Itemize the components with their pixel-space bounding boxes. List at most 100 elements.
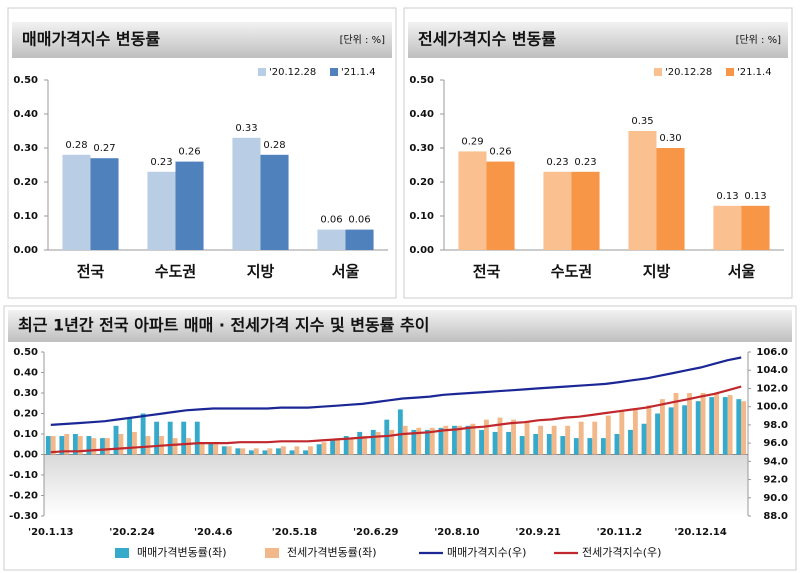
bar — [538, 425, 544, 455]
bar — [262, 450, 268, 455]
bar — [524, 421, 530, 455]
bar — [90, 158, 119, 250]
x-tick-label: 서울 — [332, 263, 360, 281]
bar — [330, 440, 336, 455]
bar — [50, 436, 56, 455]
bar — [402, 425, 408, 455]
y2-tick-label: 92.0 — [763, 475, 788, 486]
bar — [429, 427, 435, 455]
x-tick-label: '20.6.29 — [353, 527, 398, 538]
bar — [486, 161, 515, 250]
chart-title: 전세가격지수 변동률 — [418, 30, 556, 49]
bar — [573, 438, 579, 455]
bar — [186, 438, 192, 455]
bar — [345, 229, 374, 250]
bar — [72, 434, 78, 455]
legend-swatch — [726, 68, 734, 76]
bar — [232, 137, 261, 250]
chart-title: 최근 1년간 전국 아파트 매매 · 전세가격 지수 및 변동률 추이 — [18, 316, 429, 335]
bar — [104, 438, 110, 455]
bar — [465, 425, 471, 455]
bar — [321, 442, 327, 455]
bar — [458, 151, 487, 250]
bar — [592, 421, 598, 455]
bar — [213, 444, 219, 455]
bar — [384, 419, 390, 455]
legend-label: 전세가격변동률(좌) — [287, 546, 377, 559]
value-label: 0.23 — [150, 157, 172, 168]
bar — [560, 436, 566, 455]
bar — [484, 419, 489, 455]
y-tick-label: 0.50 — [13, 75, 38, 86]
value-label: 0.35 — [631, 116, 653, 127]
y-tick-label: 0.50 — [409, 75, 434, 86]
y-tick-label: 0.00 — [13, 450, 38, 461]
bar — [600, 438, 606, 455]
bar — [118, 434, 124, 455]
bar — [497, 417, 503, 455]
legend-swatch — [115, 548, 129, 558]
y-tick-label: 0.50 — [13, 347, 38, 358]
x-tick-label: 전국 — [473, 263, 501, 281]
y-tick-label: 0.10 — [13, 211, 38, 222]
bar — [132, 431, 137, 455]
bar — [655, 413, 660, 455]
bar — [727, 395, 733, 455]
y2-tick-label: 102.0 — [756, 383, 788, 394]
bar — [614, 434, 620, 455]
x-tick-label: '20.1.13 — [28, 527, 73, 538]
bar — [289, 450, 295, 455]
bar — [641, 423, 647, 455]
y-tick-label: 0.40 — [13, 109, 38, 120]
bar — [713, 205, 742, 250]
legend-label: 매매가격지수(우) — [447, 546, 526, 559]
y2-tick-label: 90.0 — [763, 493, 788, 504]
bar — [208, 442, 214, 455]
bar — [632, 409, 638, 455]
bar — [253, 448, 259, 455]
bar — [546, 434, 552, 455]
line — [50, 385, 742, 454]
bar — [511, 419, 516, 455]
bar — [456, 425, 462, 455]
legend-swatch — [330, 68, 338, 76]
bar — [199, 442, 205, 455]
y-tick-label: 0.40 — [13, 368, 38, 379]
bar — [335, 438, 340, 455]
y2-tick-label: 106.0 — [756, 347, 788, 358]
value-label: 0.06 — [320, 215, 342, 226]
value-label: 0.27 — [93, 143, 115, 154]
panel-header — [12, 22, 392, 58]
bar — [565, 425, 571, 455]
bar — [308, 446, 313, 455]
y-tick-label: -0.10 — [9, 470, 38, 481]
y2-tick-label: 94.0 — [763, 456, 788, 467]
bar — [235, 448, 241, 455]
bar — [551, 425, 557, 455]
line — [50, 356, 742, 426]
bar — [294, 446, 300, 455]
y-tick-label: -0.20 — [9, 491, 38, 502]
bar — [492, 431, 498, 455]
bar — [479, 429, 484, 455]
bar — [578, 421, 584, 455]
y2-tick-label: 96.0 — [763, 438, 788, 449]
y-tick-label: 0.40 — [409, 109, 434, 120]
bar — [443, 425, 449, 455]
bar — [722, 397, 728, 455]
y-tick-label: 0.10 — [409, 211, 434, 222]
bar — [673, 393, 679, 455]
bar — [145, 436, 151, 455]
value-label: 0.28 — [263, 140, 285, 151]
bar — [59, 436, 65, 455]
x-tick-label: '20.9.21 — [515, 527, 560, 538]
y-tick-label: 0.00 — [409, 245, 434, 256]
x-tick-label: '20.11.2 — [597, 527, 642, 538]
value-label: 0.33 — [235, 123, 257, 134]
bar — [543, 171, 572, 250]
y-tick-label: -0.30 — [9, 511, 38, 522]
legend-swatch — [265, 548, 279, 558]
value-label: 0.13 — [716, 191, 738, 202]
bar — [303, 450, 308, 455]
